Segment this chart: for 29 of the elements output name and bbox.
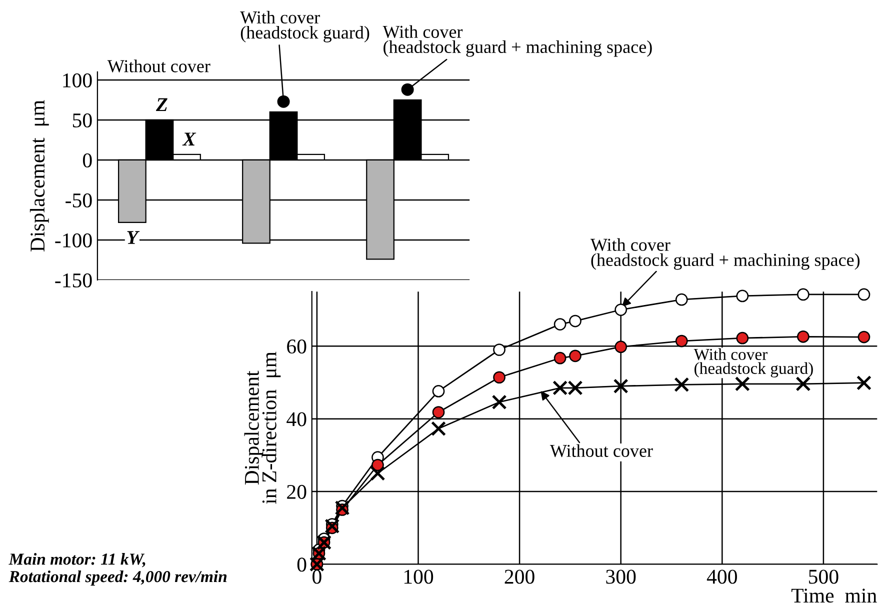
series-label: With cover (headstock guard + machining space) [590,238,860,270]
x-tick-label: 200 [504,570,534,584]
x-axis-title: Time min [791,588,877,603]
text: With cover (headstock guard + machining space) [382,25,652,57]
text: With cover (headstock guard) [240,10,370,42]
annotation: Without cover [107,60,210,72]
y-tick-label: 20 [287,484,306,499]
x-tick-label: 100 [404,570,434,584]
x-tick-label: 500 [809,570,838,584]
series-label: Z [156,98,168,112]
x-tick-label: 0 [312,570,322,584]
y-tick-label: 0 [297,558,306,572]
y-tick-label: -100 [55,233,92,248]
series-label: With cover (headstock guard) [694,348,813,378]
y-tick-label: 60 [287,339,306,354]
y-axis-title: Displacement μm [30,100,49,252]
y-tick-label: -50 [66,193,92,208]
series-label: Y [127,231,140,244]
y-tick-label: -150 [55,273,92,288]
y-tick-label: 0 [82,153,92,168]
y-tick-label: 50 [72,113,92,128]
text: Without cover [550,444,653,458]
y-axis-title: Dispalcement in Z-direction μm [244,352,281,504]
y-tick-label: 100 [63,73,92,88]
y-tick-label: 40 [286,412,306,426]
series-label: X [182,132,196,146]
x-tick-label: 300 [606,570,636,584]
text: Main motor: 11 kW, Rotational speed: 4,000 rev/min [8,553,227,586]
x-tick-label: 400 [706,570,737,584]
